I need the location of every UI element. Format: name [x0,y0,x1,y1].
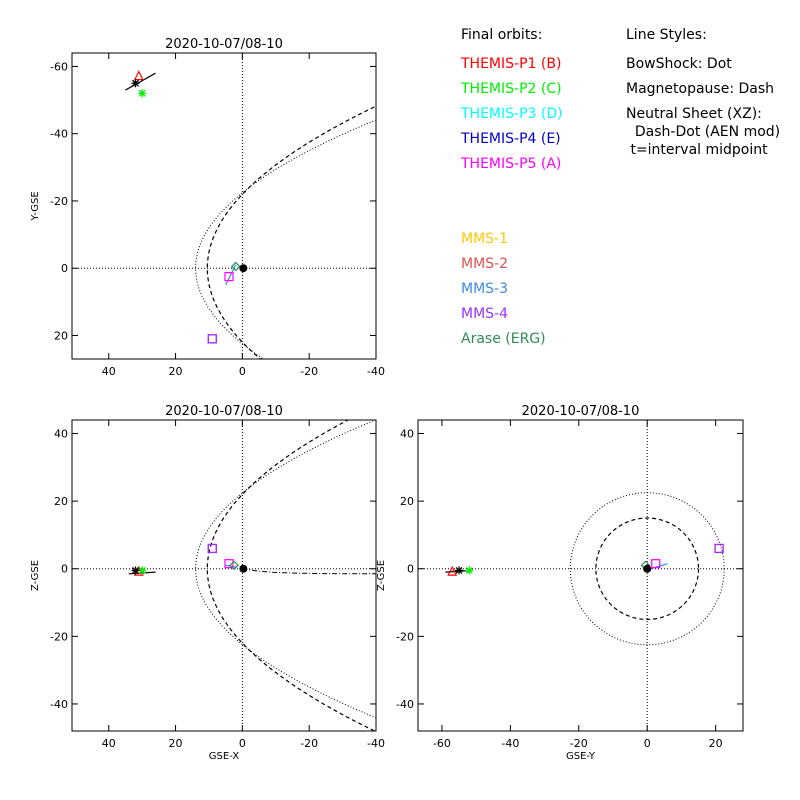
x-tick-label: -20 [300,365,318,378]
y-tick-label: 0 [61,262,68,275]
earth-circle-marker [239,564,248,573]
x-tick-label: 20 [169,737,183,750]
x-axis-label: GSE-Y [566,751,596,762]
legend-line-style-entry: Dash-Dot (AEN mod) [626,124,781,140]
panel-title: 2020-10-07/08-10 [165,404,283,419]
magnetopause-curve [595,517,700,621]
y-tick-label: 40 [400,428,414,441]
panel-frame [71,419,377,732]
y-tick-label: 0 [407,563,414,576]
legend-themis-entry: THEMIS-P2 (C) [461,81,562,97]
panel-title: 2020-10-07/08-10 [522,404,640,419]
star-marker [131,566,140,575]
x-tick-label: -40 [367,737,385,750]
x-tick-label: -40 [367,365,385,378]
square-marker [651,559,661,569]
legend-line-style-entry: Neutral Sheet (XZ): [626,106,762,122]
x-tick-label: -20 [570,737,588,750]
x-tick-label: -40 [501,737,519,750]
y-axis-label: Y-GSE [30,191,41,221]
x-tick-label: 40 [102,737,116,750]
legend-mms-entry: MMS-4 [461,306,509,322]
x-tick-label: -20 [300,737,318,750]
legend-styles-title: Line Styles: [626,27,707,43]
y-tick-label: 40 [54,428,68,441]
bow-shock-curve [195,420,376,719]
y-axis-label: Z-GSE [30,560,41,591]
legend-mms-entry: Arase (ERG) [461,331,546,347]
y-tick-label: -20 [50,630,68,643]
legend-line-style-entry: t=interval midpoint [626,142,768,158]
panel-frame [71,52,377,360]
x-axis-label: GSE-X [209,751,240,762]
star-marker [455,566,464,575]
x-tick-label: 40 [102,365,116,378]
star-marker [138,566,147,575]
y-tick-label: -60 [50,60,68,73]
square-marker [224,272,234,282]
legend-line-style-entry: Magnetopause: Dash [626,81,775,97]
panel-plot-area [72,420,376,731]
y-tick-label: 20 [54,329,68,342]
x-tick-label: 0 [239,365,246,378]
x-tick-label: 20 [709,737,723,750]
panel-plot-area [72,53,376,359]
legend-themis-entry: THEMIS-P1 (B) [461,56,562,72]
x-tick-label: 0 [239,737,246,750]
panel-title: 2020-10-07/08-10 [165,37,283,52]
panel-yz: -60 -40 -20 0 20 40 20 0 -20 -40 2020-10-07/08-10 G… [376,404,744,762]
y-axis-label: Z-GSE [376,560,387,591]
earth-circle-marker [643,564,652,573]
orbit-track [125,72,156,91]
panel-frame [417,419,744,732]
legend-mms-entry: MMS-1 [461,231,509,247]
square-marker [207,334,217,344]
star-marker [138,89,147,98]
magnetopause-curve [206,420,376,731]
y-tick-label: -40 [50,128,68,141]
bow-shock-curve [195,119,376,359]
diamond-marker [229,560,239,571]
y-tick-label: 20 [400,495,414,508]
y-tick-label: 0 [61,563,68,576]
triangle-marker [447,565,458,576]
x-tick-label: -60 [433,737,451,750]
square-marker [207,543,217,554]
panel-xy: 40 20 0 -20 -40 -60 -40 -20 0 20 2020-10-07/08-10 Y… [30,37,385,378]
bow-shock-curve [569,492,725,646]
square-marker [224,559,234,569]
legend-mms-entry: MMS-3 [461,281,509,297]
y-tick-label: -40 [396,698,414,711]
legend-line-style-entry: BowShock: Dot [626,56,732,72]
legend-orbits-title: Final orbits: [461,27,543,43]
square-marker [207,334,217,344]
legend-themis-entry: THEMIS-P4 (E) [461,131,561,147]
panel-plot-area [418,420,743,731]
star-marker [131,79,140,88]
neutral-sheet-curve [242,568,376,575]
panel-xz: 40 20 0 -20 -40 40 20 0 -20 -40 2020-10-07/08-10 GS… [30,404,385,762]
diamond-marker [230,261,241,272]
orbit-track [225,264,237,286]
earth-circle-marker [239,264,248,273]
triangle-marker [133,70,144,81]
star-marker [465,566,474,575]
y-tick-label: -40 [50,698,68,711]
legend-mms-entry: MMS-2 [461,256,509,272]
legend-themis-entry: THEMIS-P5 (A) [461,156,562,172]
square-marker [714,543,724,554]
x-tick-label: 20 [169,365,183,378]
y-tick-label: -20 [396,630,414,643]
y-tick-label: 20 [54,495,68,508]
y-tick-label: -20 [50,195,68,208]
x-tick-label: 0 [644,737,651,750]
magnetopause-curve [206,105,376,359]
legend-themis-entry: THEMIS-P3 (D) [461,106,563,122]
